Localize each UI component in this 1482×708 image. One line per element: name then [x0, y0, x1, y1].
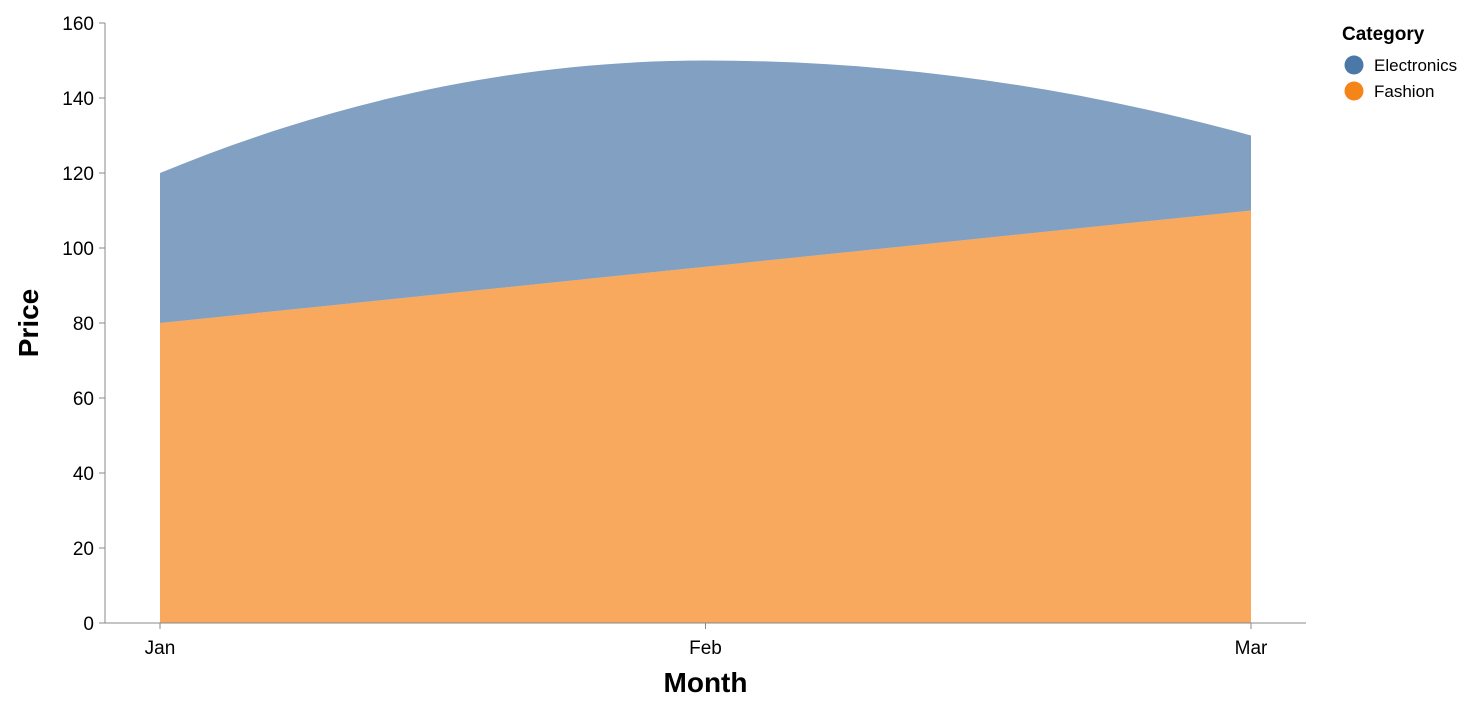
y-tick-label: 120 — [62, 164, 94, 185]
y-tick-label: 40 — [73, 464, 94, 485]
legend-title: Category — [1342, 24, 1425, 45]
legend-swatch-fashion — [1344, 81, 1364, 101]
y-tick-label: 140 — [62, 89, 94, 110]
legend-label-electronics: Electronics — [1374, 56, 1457, 75]
x-axis: Jan Feb Mar — [105, 622, 1306, 659]
x-tick-label: Mar — [1235, 638, 1268, 659]
legend: Category Electronics Fashion — [1342, 24, 1457, 101]
y-tick-label: 60 — [73, 389, 94, 410]
area-fashion — [160, 210, 1251, 623]
legend-swatch-electronics — [1344, 55, 1364, 75]
legend-label-fashion: Fashion — [1374, 82, 1434, 101]
y-axis: 0 20 40 60 80 100 120 140 160 — [62, 14, 106, 635]
x-tick-label: Jan — [145, 638, 176, 659]
area-layer — [160, 60, 1251, 623]
x-axis-title: Month — [664, 667, 748, 698]
y-tick-label: 160 — [62, 14, 94, 35]
y-tick-label: 0 — [83, 614, 94, 635]
y-tick-label: 20 — [73, 539, 94, 560]
y-tick-label: 80 — [73, 314, 94, 335]
x-tick-label: Feb — [689, 638, 722, 659]
y-axis-title: Price — [13, 289, 44, 358]
y-tick-label: 100 — [62, 239, 94, 260]
area-electronics — [160, 60, 1251, 323]
